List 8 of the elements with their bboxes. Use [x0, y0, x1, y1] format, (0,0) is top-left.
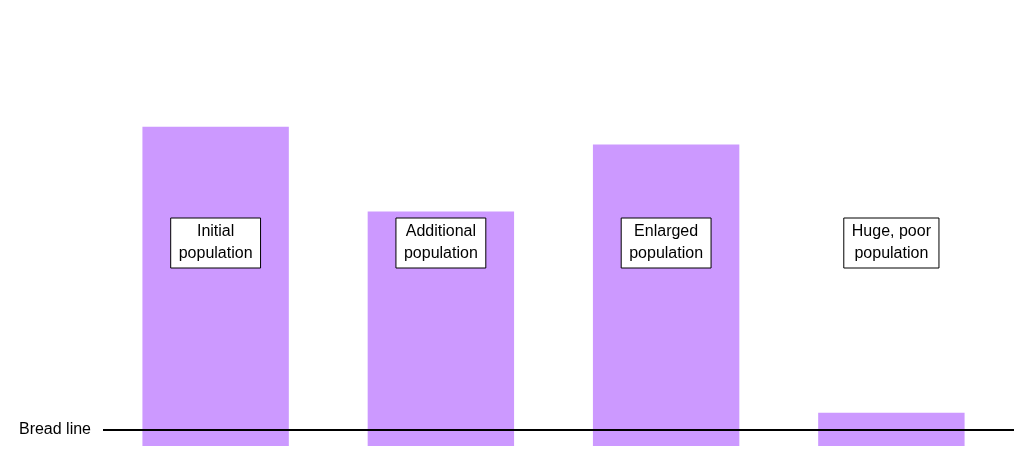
annotation: Enlarged population — [629, 222, 704, 262]
annotation: Additional population — [403, 222, 478, 262]
annotation: Huge, poor population — [851, 222, 932, 262]
annotation: Initial population — [178, 222, 253, 262]
bar — [818, 412, 965, 446]
bar — [142, 126, 289, 446]
ref-line-label: Bread line — [18, 420, 92, 438]
bar — [592, 144, 740, 446]
